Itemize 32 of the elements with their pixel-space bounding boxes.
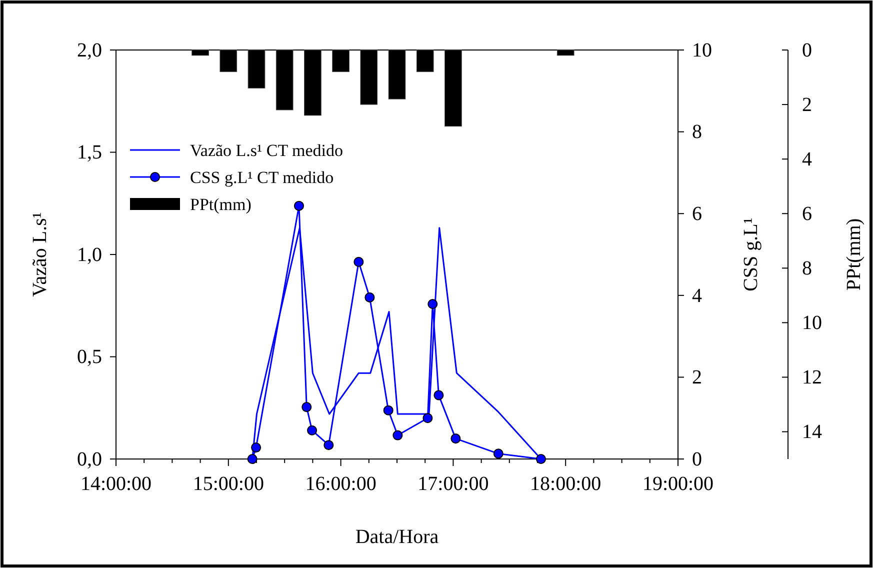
y3-tick-label: 6 [802, 203, 812, 225]
x-tick-label: 15:00:00 [192, 473, 264, 495]
x-tick-label: 19:00:00 [642, 473, 714, 495]
y-tick-label: 0,0 [77, 448, 102, 470]
y2-tick-label: 6 [692, 203, 702, 225]
y2-tick-label: 2 [692, 366, 702, 389]
x-tick-label: 14:00:00 [80, 473, 152, 495]
x-tick-label: 17:00:00 [418, 473, 489, 495]
y2-tick-label: 0 [692, 448, 702, 470]
y-tick-label: 0,5 [77, 346, 102, 368]
y2-axis-title: CSS g.L¹ [740, 218, 762, 292]
x-tick-label: 18:00:00 [530, 473, 602, 495]
x-tick-label: 16:00:00 [305, 473, 376, 495]
y3-tick-label: 14 [802, 421, 822, 444]
y3-tick-label: 4 [802, 148, 812, 170]
y3-axis-title: PPt(mm) [843, 218, 865, 291]
y3-tick-label: 2 [802, 94, 812, 116]
y3-tick-label: 0 [802, 39, 812, 62]
y3-tick-label: 8 [802, 258, 812, 280]
y2-tick-label: 10 [692, 39, 712, 62]
y2-tick-label: 4 [692, 284, 702, 307]
y-tick-label: 1,5 [77, 142, 102, 164]
y-tick-label: 1,0 [77, 244, 102, 266]
legend-label: Vazão L.s¹ CT medido [190, 141, 344, 160]
y3-tick-label: 10 [802, 312, 822, 334]
y-tick-label: 2,0 [77, 39, 102, 62]
y2-tick-label: 8 [692, 121, 702, 144]
x-axis-title: Data/Hora [355, 526, 439, 548]
legend-label: CSS g.L¹ CT medido [190, 168, 334, 187]
y3-tick-label: 12 [802, 366, 822, 389]
legend-label: PPt(mm) [190, 195, 252, 214]
y-axis-title: Vazão L.s¹ [29, 212, 51, 297]
